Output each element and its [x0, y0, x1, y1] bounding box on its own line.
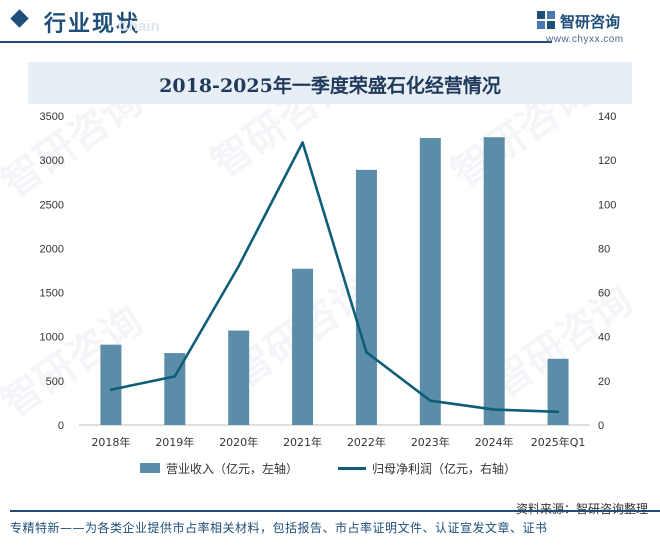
revenue-bar [164, 353, 186, 425]
logo-name: 智研咨询 [560, 13, 621, 31]
profit-point [492, 408, 496, 411]
section-header: 行业现状 Chain 智研咨询 www.chyxx.com [0, 0, 660, 46]
legend-label-revenue: 营业收入（亿元，左轴） [166, 462, 299, 476]
y-right-tick-label: 100 [598, 199, 616, 211]
y-left-tick-label: 0 [58, 420, 64, 432]
revenue-bar [547, 358, 569, 425]
legend: 营业收入（亿元，左轴） 归母净利润（亿元，右轴） [0, 456, 660, 480]
y-left-tick-label: 2000 [40, 243, 64, 255]
profit-point [556, 410, 560, 413]
y-right-tick-label: 40 [598, 332, 610, 344]
x-tick-label: 2024年 [475, 435, 514, 449]
x-tick-label: 2019年 [155, 435, 194, 449]
revenue-bar [483, 137, 505, 425]
profit-point [429, 399, 432, 402]
brand-logo: 智研咨询 www.chyxx.com [536, 10, 646, 46]
x-tick-label: 2020年 [219, 435, 258, 449]
y-right-tick-label: 60 [598, 288, 610, 300]
y-left-tick-label: 2500 [40, 199, 64, 211]
y-left-tick-label: 1500 [40, 288, 64, 300]
y-right-tick-label: 20 [598, 376, 610, 388]
y-right-tick-label: 80 [598, 243, 610, 255]
x-tick-label: 2023年 [411, 435, 450, 449]
footer: 专精特新——为各类企业提供市占率相关材料，包括报告、市占率证明文件、认证宣发文章… [0, 509, 660, 550]
profit-point [301, 141, 304, 144]
revenue-bar [228, 330, 250, 425]
x-tick-label: 2025年Q1 [531, 435, 586, 449]
profit-point [237, 264, 240, 268]
profit-point [173, 375, 177, 378]
x-tick-label: 2021年 [283, 435, 322, 449]
section-subtitle: Chain [118, 18, 160, 35]
revenue-bar [355, 169, 377, 425]
revenue-bar [419, 138, 441, 426]
section-title: 行业现状 [44, 12, 141, 37]
legend-label-profit: 归母净利润（亿元，右轴） [372, 462, 517, 476]
y-left-tick-label: 1000 [40, 332, 64, 344]
y-left-tick-label: 3000 [40, 155, 64, 167]
chart-title: 2018-2025年一季度荣盛石化经营情况 [159, 75, 501, 97]
logo-mark-icon [537, 11, 555, 29]
header-divider [0, 41, 552, 43]
logo-url: www.chyxx.com [546, 34, 624, 45]
profit-line [110, 141, 559, 414]
y-right-tick-label: 0 [598, 420, 604, 432]
y-left-tick-label: 3500 [40, 111, 64, 123]
y-right-tick-label: 120 [598, 155, 616, 167]
footer-divider [10, 510, 660, 512]
revenue-bar [292, 268, 314, 425]
profit-point [109, 388, 113, 391]
footer-text: 专精特新——为各类企业提供市占率相关材料，包括报告、市占率证明文件、认证宣发文章… [10, 521, 548, 535]
x-tick-label: 2018年 [91, 435, 130, 449]
legend-bar-swatch [140, 463, 160, 473]
legend-line-swatch [338, 467, 366, 470]
revenue-bar [100, 344, 122, 425]
x-tick-label: 2022年 [347, 435, 386, 449]
chart-title-band: 2018-2025年一季度荣盛石化经营情况 [28, 62, 632, 104]
source-note: 资料来源：智研咨询整理 [515, 502, 648, 516]
y-left-tick-label: 500 [46, 376, 64, 388]
y-right-tick-label: 140 [598, 111, 616, 123]
profit-point [365, 350, 368, 354]
